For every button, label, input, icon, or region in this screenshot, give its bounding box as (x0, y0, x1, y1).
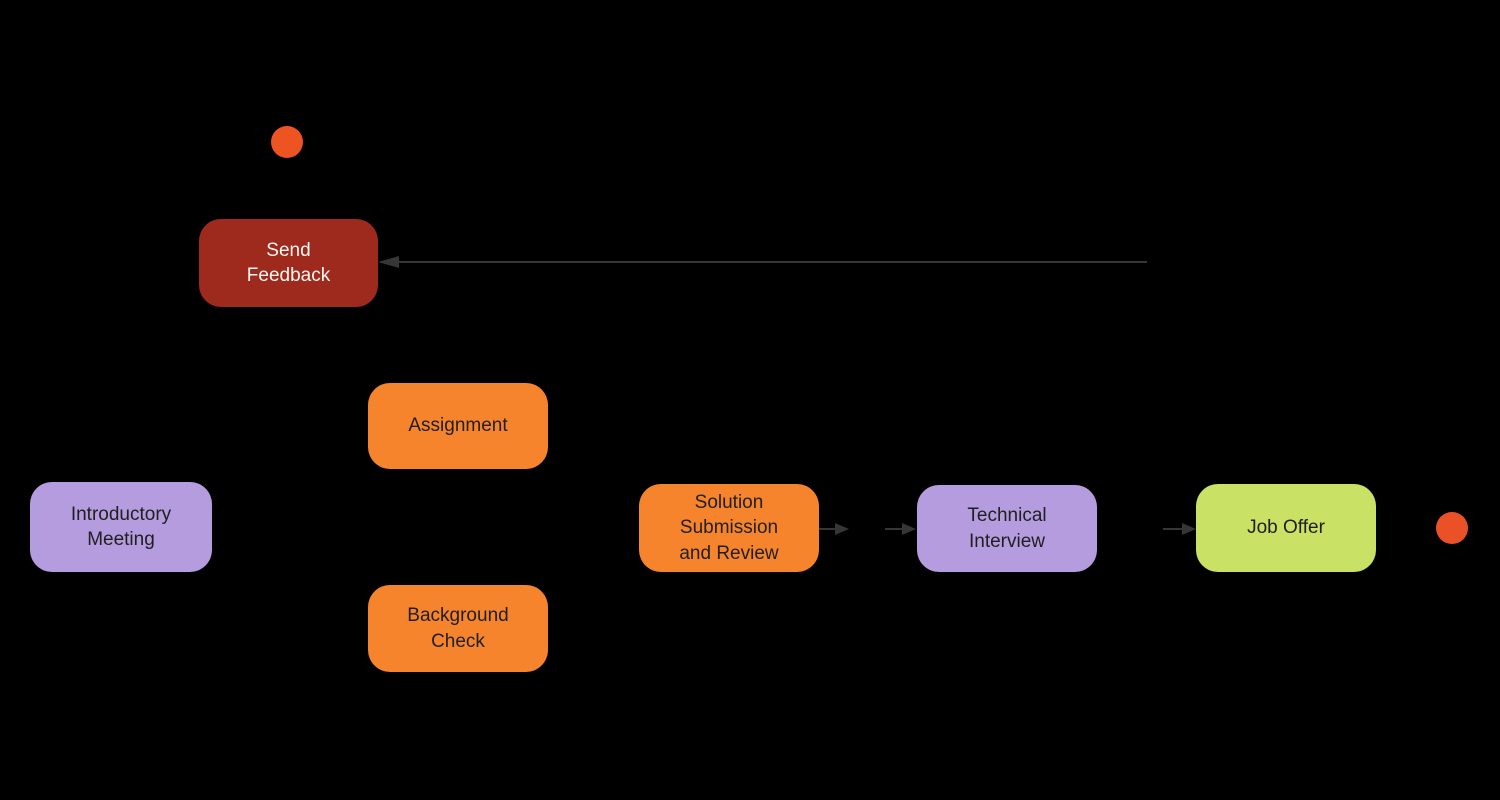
node-send-feedback-label: Send Feedback (246, 239, 331, 286)
node-technical-interview: Technical Interview (917, 485, 1097, 572)
arrowhead-right-icon (902, 523, 916, 535)
end-node-circle (1436, 512, 1468, 544)
edge-long-return-line-to-send-feedback (397, 261, 1147, 263)
node-introductory-meeting-label: Introductory Meeting (70, 503, 172, 550)
node-technical-interview-label: Technical Interview (967, 505, 1047, 552)
node-background-check-label: Background Check (407, 605, 509, 652)
node-solution-submission-and-review-label: Solution Submission and Review (679, 492, 779, 564)
arrowhead-left-icon (378, 256, 399, 268)
edge-out-of-solution-submission (819, 528, 837, 530)
node-assignment-label: Assignment (408, 415, 508, 437)
node-introductory-meeting: Introductory Meeting (30, 482, 212, 572)
edge-into-job-offer (1163, 528, 1184, 530)
arrowhead-right-icon (835, 523, 849, 535)
node-send-feedback: Send Feedback (199, 219, 378, 307)
node-assignment: Assignment (368, 383, 548, 469)
arrowhead-right-icon (1182, 523, 1196, 535)
node-solution-submission-and-review: Solution Submission and Review (639, 484, 819, 572)
node-job-offer-label: Job Offer (1247, 517, 1325, 539)
start-node-circle (271, 126, 303, 158)
edge-into-technical-interview (885, 528, 904, 530)
node-job-offer: Job Offer (1196, 484, 1376, 572)
node-background-check: Background Check (368, 585, 548, 672)
